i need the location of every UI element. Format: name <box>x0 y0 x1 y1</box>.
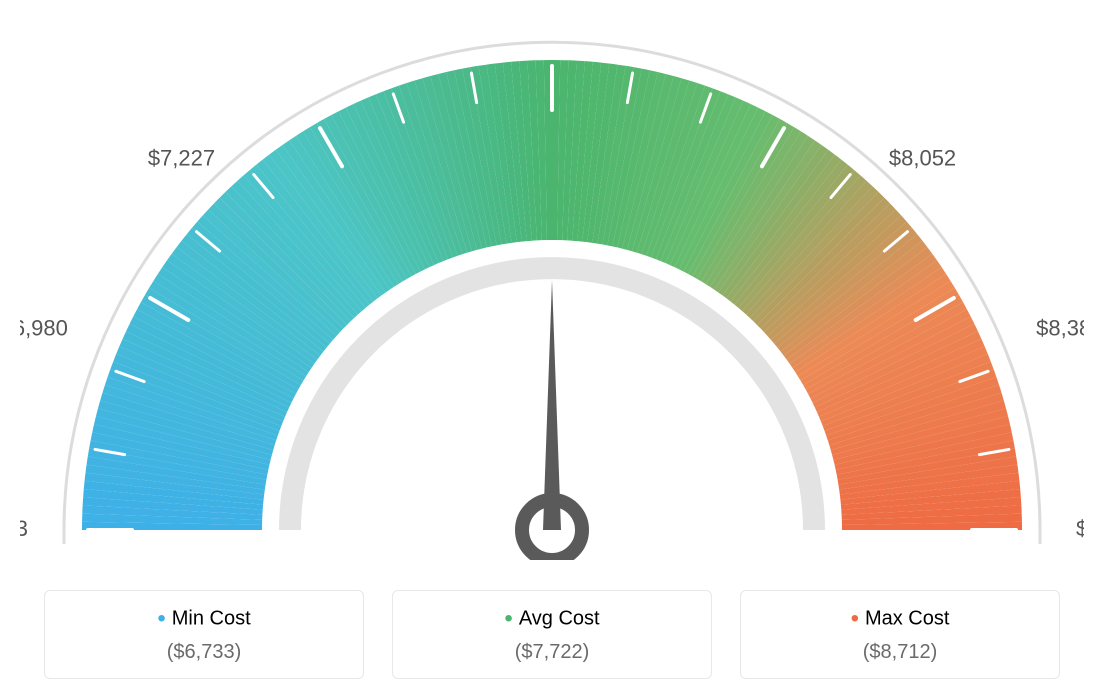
legend-title-max: • Max Cost <box>761 607 1039 631</box>
gauge-svg-container: $6,733$6,980$7,227$7,722$8,052$8,382$8,7… <box>20 20 1084 560</box>
legend-dot-max: • <box>851 605 859 632</box>
gauge-tick-label: $8,712 <box>1076 516 1084 541</box>
legend-label-max: Max Cost <box>865 607 949 629</box>
legend-value-min: ($6,733) <box>65 641 343 664</box>
gauge-tick-label: $6,733 <box>20 516 28 541</box>
gauge-svg: $6,733$6,980$7,227$7,722$8,052$8,382$8,7… <box>20 20 1084 560</box>
legend-dot-avg: • <box>504 605 512 632</box>
gauge-tick-label: $8,052 <box>889 145 956 170</box>
legend-card-min: • Min Cost ($6,733) <box>44 590 364 679</box>
legend-value-avg: ($7,722) <box>413 641 691 664</box>
gauge-tick-label: $8,382 <box>1036 315 1084 340</box>
legend-card-avg: • Avg Cost ($7,722) <box>392 590 712 679</box>
gauge-tick-label: $6,980 <box>20 315 68 340</box>
legend-label-avg: Avg Cost <box>519 607 600 629</box>
legend-row: • Min Cost ($6,733) • Avg Cost ($7,722) • M… <box>20 590 1084 679</box>
legend-dot-min: • <box>157 605 165 632</box>
legend-title-min: • Min Cost <box>65 607 343 631</box>
gauge-tick-label: $7,227 <box>148 145 215 170</box>
legend-value-max: ($8,712) <box>761 641 1039 664</box>
legend-card-max: • Max Cost ($8,712) <box>740 590 1060 679</box>
cost-gauge-chart: $6,733$6,980$7,227$7,722$8,052$8,382$8,7… <box>20 20 1084 679</box>
legend-title-avg: • Avg Cost <box>413 607 691 631</box>
legend-label-min: Min Cost <box>172 607 251 629</box>
